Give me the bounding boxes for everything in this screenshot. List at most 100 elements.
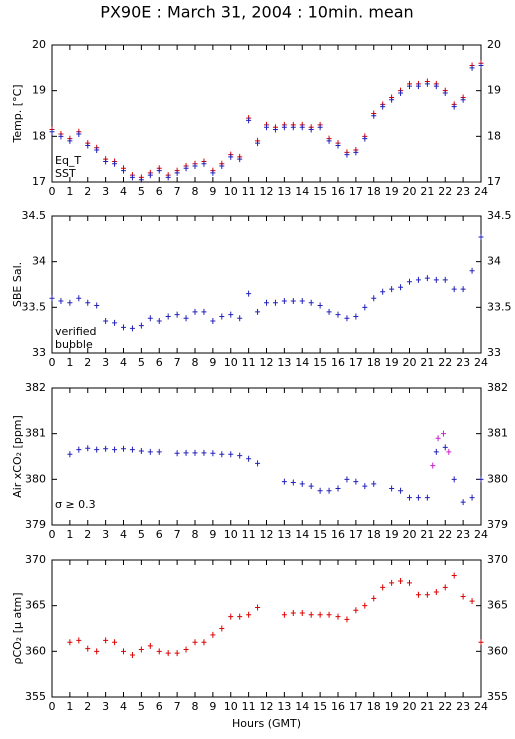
point [435, 435, 441, 442]
x-tick-label: 2 [84, 700, 91, 713]
x-tick-label: 22 [438, 185, 452, 198]
x-tick-label: 16 [331, 356, 345, 369]
y2-tick-label: 382 [487, 381, 508, 394]
point [442, 89, 448, 96]
point [451, 476, 457, 483]
y-tick-label: 18 [32, 129, 46, 142]
point [174, 650, 180, 657]
y-tick-label: 380 [25, 472, 46, 485]
x-tick-label: 10 [224, 700, 238, 713]
point [281, 297, 287, 304]
point [237, 452, 243, 459]
x-tick-label: 8 [192, 700, 199, 713]
point [308, 299, 314, 306]
x-tick-label: 14 [295, 356, 309, 369]
point [317, 302, 323, 309]
x-tick-label: 15 [313, 528, 327, 541]
point [335, 311, 341, 318]
point [308, 611, 314, 618]
point [442, 276, 448, 283]
point [299, 480, 305, 487]
x-tick-label: 13 [277, 528, 291, 541]
point [174, 450, 180, 457]
point [210, 631, 216, 638]
point [326, 611, 332, 618]
point [85, 445, 91, 452]
point [389, 96, 395, 103]
x-tick-label: 14 [295, 185, 309, 198]
point [469, 64, 475, 71]
point [446, 448, 452, 455]
x-tick-label: 0 [49, 700, 56, 713]
point [183, 315, 189, 322]
chart-title: PX90E : March 31, 2004 : 10min. mean [100, 3, 413, 22]
x-tick-label: 2 [84, 185, 91, 198]
plot-frame [51, 559, 482, 698]
point [103, 445, 109, 452]
annotation: σ ≥ 0.3 [55, 498, 96, 511]
point [433, 448, 439, 455]
point [192, 449, 198, 456]
point [246, 455, 252, 462]
point [76, 637, 82, 644]
x-tick-label: 9 [209, 185, 216, 198]
point [299, 124, 305, 131]
x-tick-label: 24 [474, 700, 488, 713]
point [344, 476, 350, 483]
x-tick-label: 17 [349, 700, 363, 713]
y-tick-label: 382 [25, 381, 46, 394]
point [129, 446, 135, 453]
x-tick-label: 16 [331, 528, 345, 541]
point [353, 478, 359, 485]
point [362, 135, 368, 142]
x-tick-label: 21 [420, 528, 434, 541]
legend-label: Eq_T [55, 154, 81, 167]
x-tick-label: 22 [438, 356, 452, 369]
x-tick-label: 9 [209, 356, 216, 369]
point [344, 315, 350, 322]
x-tick-label: 10 [224, 356, 238, 369]
y-tick-label: 360 [25, 644, 46, 657]
point [478, 234, 484, 241]
y2-tick-label: 17 [487, 175, 501, 188]
point [407, 83, 412, 90]
point [335, 485, 341, 492]
series [49, 234, 484, 332]
point [85, 645, 91, 652]
x-tick-label: 17 [349, 528, 363, 541]
y-tick-label: 370 [25, 553, 46, 566]
point [415, 494, 421, 501]
point [201, 449, 207, 456]
point [281, 478, 287, 485]
point [49, 295, 55, 302]
y2-tick-label: 380 [487, 472, 508, 485]
x-tick-label: 4 [120, 528, 127, 541]
point [174, 169, 180, 176]
x-tick-label: 23 [456, 356, 470, 369]
point [237, 156, 243, 163]
x-tick-label: 4 [120, 700, 127, 713]
plot-frame [51, 215, 482, 354]
x-tick-label: 8 [192, 528, 199, 541]
point [138, 448, 144, 455]
x-tick-label: 5 [138, 700, 145, 713]
point [264, 299, 269, 306]
point [407, 579, 412, 586]
point [353, 149, 359, 156]
y-tick-label: 33.5 [22, 300, 47, 313]
x-tick-label: 17 [349, 356, 363, 369]
x-tick-label: 11 [242, 700, 256, 713]
point [469, 267, 475, 274]
point [430, 462, 436, 469]
y2-tick-label: 379 [487, 518, 508, 531]
point [335, 142, 341, 149]
x-tick-label: 18 [367, 528, 381, 541]
x-tick-label: 0 [49, 356, 56, 369]
point [478, 62, 484, 69]
point [94, 147, 100, 154]
x-tick-label: 11 [242, 185, 256, 198]
x-tick-label: 22 [438, 700, 452, 713]
point [246, 611, 252, 618]
point [192, 163, 198, 170]
point [380, 103, 386, 110]
